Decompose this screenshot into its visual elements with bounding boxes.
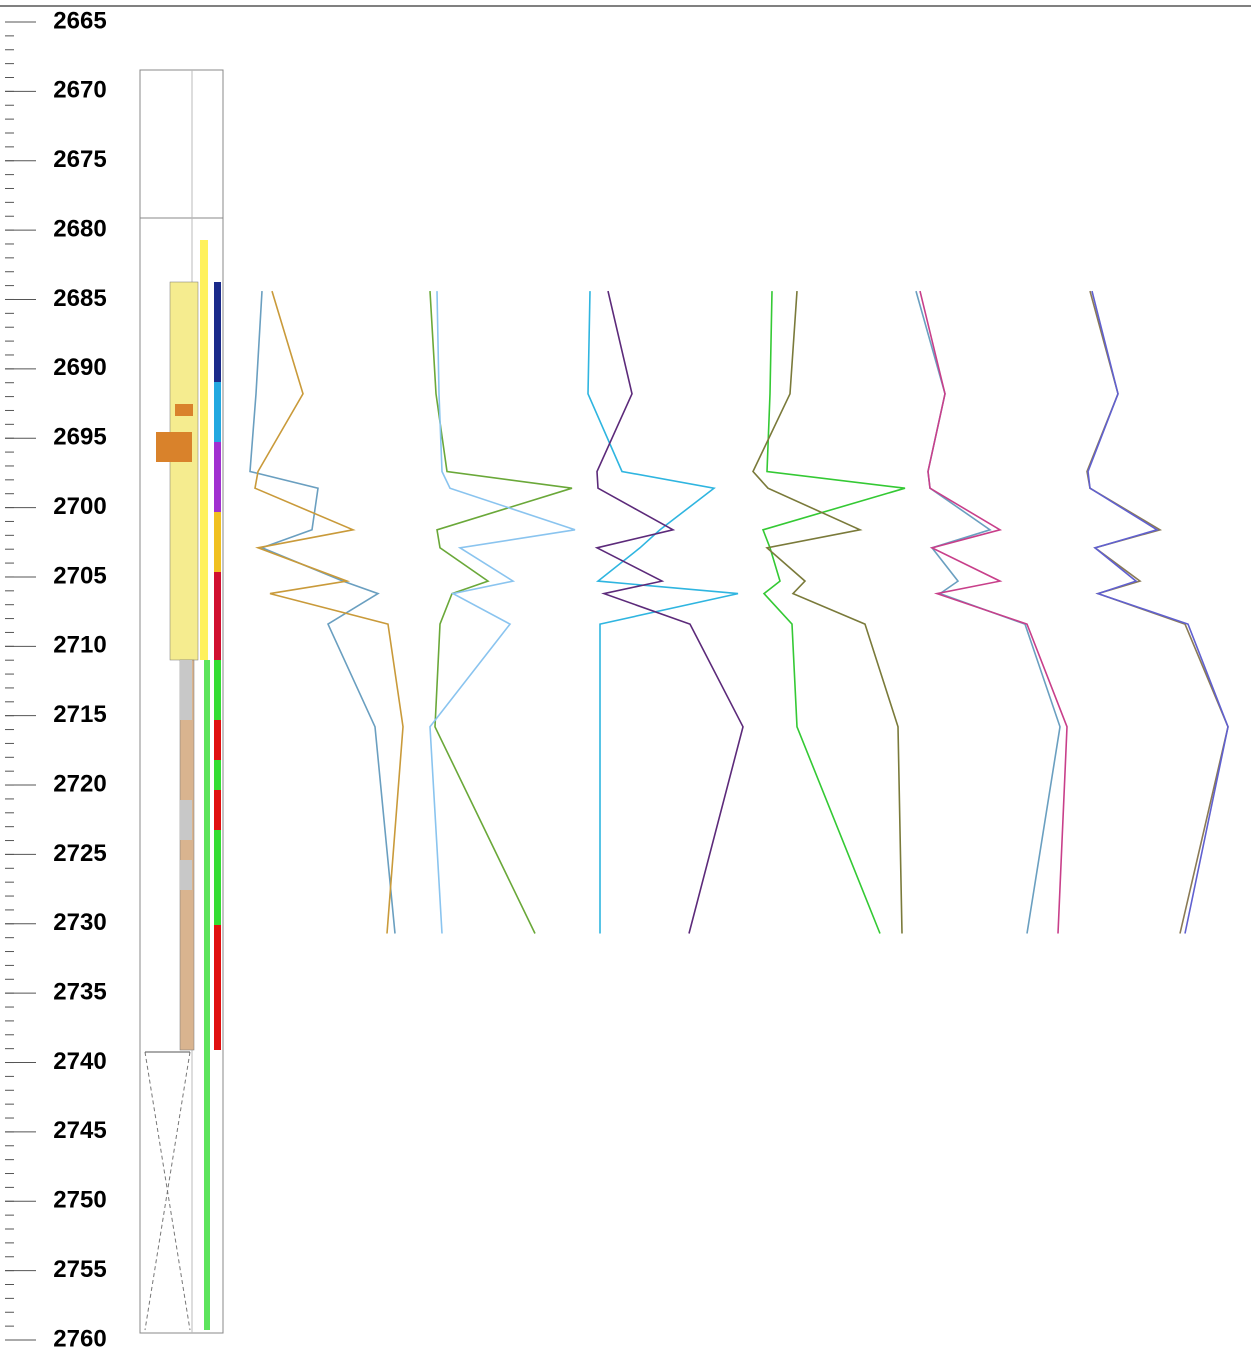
- y-tick-label: 2700: [53, 493, 106, 520]
- facies-bar: [214, 572, 221, 660]
- y-tick-label: 2680: [53, 215, 106, 242]
- facies-bar: [214, 382, 221, 442]
- facies-bar: [214, 790, 221, 830]
- shale: [175, 404, 193, 416]
- facies-bar: [214, 720, 221, 760]
- y-tick-label: 2665: [53, 7, 106, 34]
- facies-bar: [214, 925, 221, 1050]
- y-tick-label: 2745: [53, 1117, 106, 1144]
- y-tick-label: 2735: [53, 979, 106, 1006]
- facies-bar: [214, 512, 221, 572]
- y-tick-label: 2705: [53, 562, 106, 589]
- y-tick-label: 2675: [53, 146, 106, 173]
- facies-bar: [214, 282, 221, 382]
- y-tick-label: 2710: [53, 632, 106, 659]
- facies-bar: [214, 660, 221, 1050]
- y-tick-label: 2750: [53, 1187, 106, 1214]
- y-tick-label: 2690: [53, 354, 106, 381]
- column-frame: [139, 69, 224, 1334]
- curve: [587, 291, 739, 934]
- curve: [752, 291, 903, 934]
- y-tick-label: 2720: [53, 770, 106, 797]
- facies-bar: [214, 442, 221, 512]
- curve: [429, 291, 576, 934]
- curve: [594, 290, 744, 934]
- y-tick-label: 2670: [53, 77, 106, 104]
- curve: [915, 290, 1061, 934]
- limestone: [180, 800, 192, 840]
- y-tick-label: 2755: [53, 1256, 106, 1283]
- curve: [761, 291, 906, 934]
- shale: [156, 432, 192, 462]
- limestone: [180, 860, 192, 890]
- limestone: [180, 660, 192, 720]
- curve: [919, 290, 1068, 934]
- no-core: [144, 1051, 191, 1331]
- y-tick-label: 2725: [53, 840, 106, 867]
- log-fill: [200, 240, 208, 660]
- curve: [1087, 290, 1229, 934]
- curve: [249, 291, 396, 934]
- sandstone: [169, 281, 199, 661]
- y-tick-label: 2760: [53, 1325, 106, 1352]
- y-tick-label: 2695: [53, 424, 106, 451]
- curve: [1086, 290, 1229, 934]
- curve: [429, 291, 573, 934]
- y-tick-label: 2730: [53, 909, 106, 936]
- curve: [254, 290, 404, 934]
- y-tick-label: 2685: [53, 285, 106, 312]
- lithology-column: [139, 69, 224, 1334]
- y-tick-label: 2715: [53, 701, 106, 728]
- log-fill: [204, 660, 210, 1330]
- y-tick-label: 2740: [53, 1048, 106, 1075]
